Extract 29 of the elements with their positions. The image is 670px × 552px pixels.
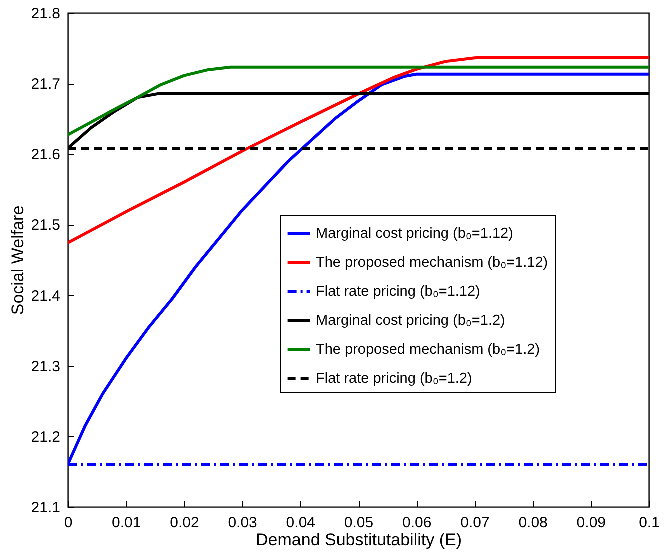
x-tick-label: 0.07 [460,514,490,532]
x-tick-label: 0.08 [518,514,548,532]
legend-label: Flat rate pricing (b₀=1.2) [316,371,472,387]
y-tick-label: 21.7 [31,76,60,94]
x-tick-label: 0.03 [228,514,258,532]
x-tick-label: 0 [64,514,73,532]
x-tick-label: 0.1 [639,514,660,532]
y-tick-label: 21.5 [31,217,60,234]
y-tick-label: 21.3 [31,358,60,376]
x-axis-title: Demand Substitutability (E) [256,530,462,550]
x-tick-label: 0.05 [344,514,374,532]
x-tick-label: 0.02 [170,514,200,532]
line-series [68,66,649,137]
y-tick-label: 21.8 [31,6,60,22]
x-tick-label: 0.09 [576,514,606,532]
legend-label: Flat rate pricing (b₀=1.12) [316,284,480,300]
x-tick-label: 0.06 [402,514,432,532]
legend-label: The proposed mechanism (b₀=1.2) [316,342,540,358]
y-axis-title: Social Welfare [8,206,28,316]
x-tick-label: 0.01 [112,514,142,532]
y-tick-label: 21.6 [31,146,60,164]
line-series [68,56,649,245]
y-tick-label: 21.1 [31,500,60,516]
x-tick-label: 0.04 [286,514,316,532]
legend-label: Marginal cost pricing (b₀=1.12) [316,226,514,242]
y-tick-label: 21.4 [31,288,60,305]
legend-label: Marginal cost pricing (b₀=1.2) [316,313,506,329]
legend-label: The proposed mechanism (b₀=1.12) [316,255,548,271]
y-tick-label: 21.2 [31,428,60,446]
